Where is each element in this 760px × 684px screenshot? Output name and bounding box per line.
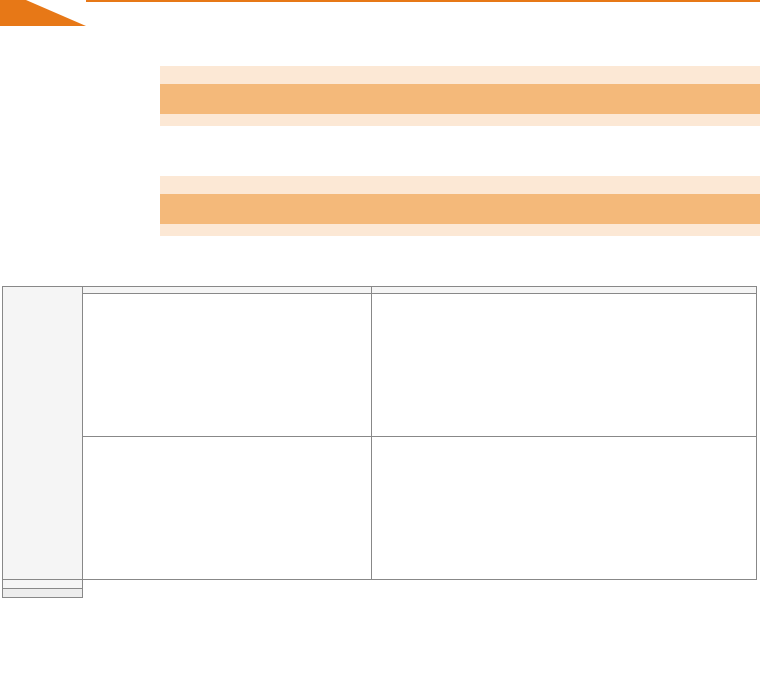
diagram-svg-s-toushiana — [85, 441, 369, 572]
rowhead-bolt — [3, 580, 83, 589]
diagram-svg-f-toushiana — [374, 441, 754, 572]
diagram-f-toushiana — [371, 437, 756, 580]
band-f-type — [160, 156, 760, 246]
band-s-type — [160, 46, 760, 136]
header-rule — [86, 0, 760, 26]
rowhead-setplate — [3, 287, 83, 580]
diagram-f-nejiana — [371, 294, 756, 437]
diagram-svg-s-nejiana — [85, 298, 369, 429]
section-title — [0, 0, 26, 26]
spec-table — [2, 286, 757, 598]
colhead-s-type — [83, 287, 372, 294]
section-header — [0, 0, 760, 26]
diagram-s-toushiana — [83, 437, 372, 580]
header-wedge — [26, 0, 86, 26]
diagram-svg-f-nejiana — [374, 298, 754, 429]
diagram-s-nejiana — [83, 294, 372, 437]
rowhead-hinban — [3, 589, 83, 598]
product-photo-area — [0, 46, 760, 266]
colhead-f-type — [371, 287, 756, 294]
